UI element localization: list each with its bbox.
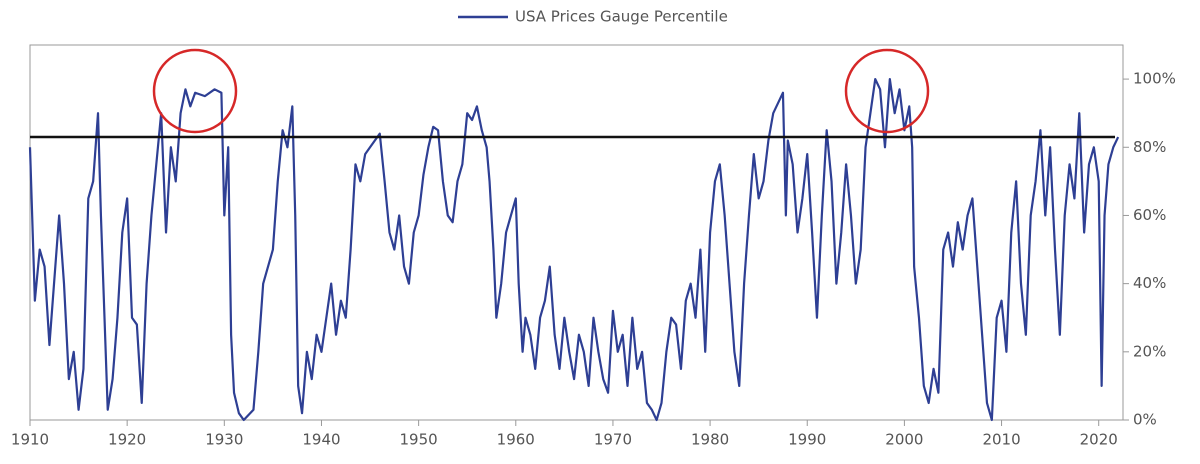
x-tick-label: 2020 (1080, 431, 1118, 449)
x-tick-label: 1920 (108, 431, 146, 449)
x-tick-label: 1970 (594, 431, 632, 449)
highlight-circle (844, 48, 930, 134)
y-tick-label: 100% (1133, 70, 1176, 88)
y-tick-label: 60% (1133, 206, 1166, 224)
x-tick-label: 1910 (11, 431, 49, 449)
x-tick-label: 2000 (885, 431, 923, 449)
x-tick-label: 1940 (302, 431, 340, 449)
legend-label: USA Prices Gauge Percentile (515, 8, 728, 26)
x-tick-label: 2010 (982, 431, 1020, 449)
y-tick-label: 40% (1133, 274, 1166, 292)
plot-layer (28, 77, 1120, 422)
x-tick-label: 1950 (400, 431, 438, 449)
y-tick-label: 0% (1133, 411, 1157, 429)
series-line (28, 77, 1120, 422)
y-tick-label: 20% (1133, 342, 1166, 360)
x-tick-label: 1990 (788, 431, 826, 449)
y-tick-label: 80% (1133, 138, 1166, 156)
x-tick-label: 1930 (205, 431, 243, 449)
highlight-circle (152, 48, 238, 134)
plot-frame (29, 44, 1124, 421)
x-tick-label: 1960 (497, 431, 535, 449)
x-tick-label: 1980 (691, 431, 729, 449)
